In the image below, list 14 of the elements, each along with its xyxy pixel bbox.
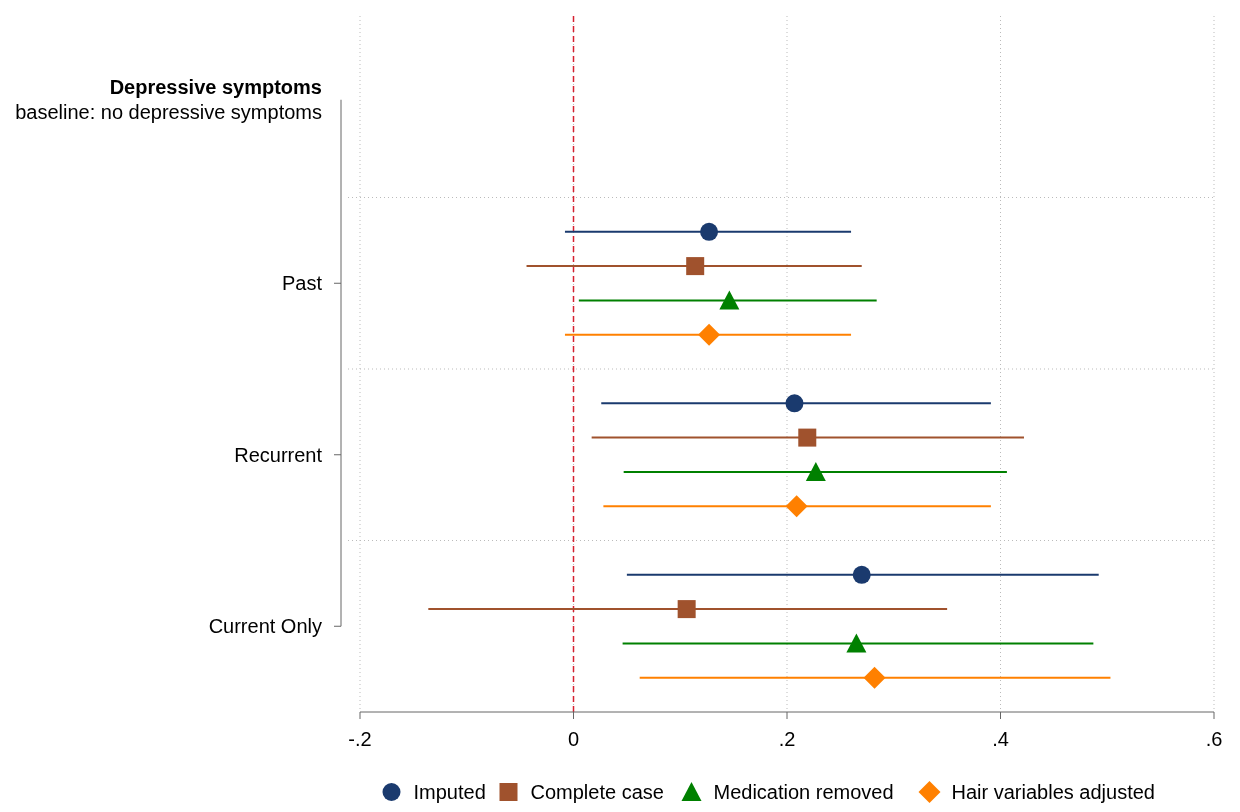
y-tick-label: Past [281, 272, 323, 295]
x-tick-label: .4 [992, 728, 1009, 750]
x-tick-label: .6 [1205, 728, 1223, 750]
legend-label: Imputed [413, 781, 486, 803]
y-tick-label: baseline: no depressive symptoms [15, 100, 322, 123]
legend-label: Hair variables adjusted [951, 781, 1155, 803]
x-tick-label: .2 [778, 728, 796, 750]
x-tick-label: 0 [567, 728, 580, 750]
y-tick-label: Current Only [208, 615, 322, 638]
x-tick-label: -.2 [348, 728, 372, 750]
y-axis-title: Depressive symptoms [109, 75, 322, 98]
legend-label: Medication removed [713, 781, 894, 803]
y-tick-label: Recurrent [234, 443, 323, 466]
legend-label: Complete case [530, 781, 664, 803]
